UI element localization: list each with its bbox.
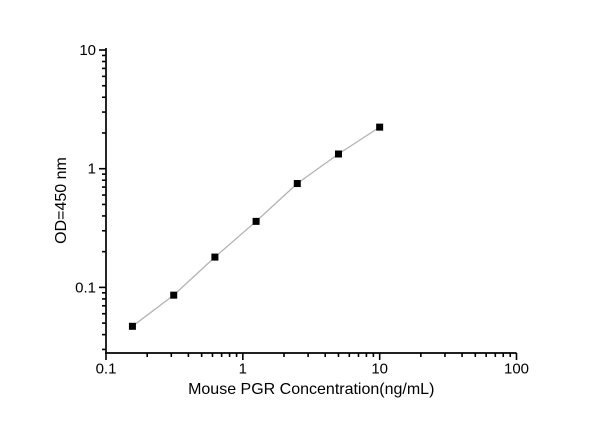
x-tick-label: 0.1 <box>96 361 117 378</box>
data-point <box>376 123 384 131</box>
x-tick-label: 10 <box>371 361 388 378</box>
data-point <box>334 150 342 158</box>
y-tick-label: 1 <box>88 161 96 178</box>
data-point <box>252 217 260 225</box>
y-axis-title: OD=450 nm <box>53 157 70 244</box>
y-tick-label: 0.1 <box>75 279 96 296</box>
data-point <box>170 291 178 299</box>
data-point <box>211 253 219 261</box>
data-point <box>128 322 136 330</box>
x-axis-title: Mouse PGR Concentration(ng/mL) <box>188 381 434 398</box>
x-tick-label: 100 <box>504 361 529 378</box>
y-tick-label: 10 <box>79 42 96 59</box>
x-tick-label: 1 <box>239 361 247 378</box>
data-point <box>293 180 301 188</box>
series-line <box>132 126 381 327</box>
